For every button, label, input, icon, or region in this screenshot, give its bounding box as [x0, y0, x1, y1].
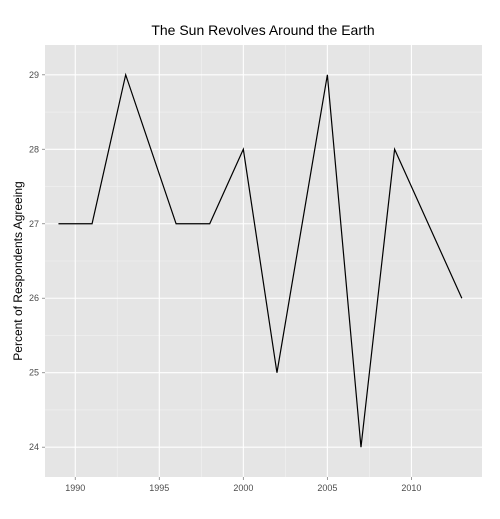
y-tick-label-29: 29 [29, 70, 39, 80]
minor-gridlines [45, 45, 482, 477]
major-gridlines [45, 45, 482, 477]
chart-title: The Sun Revolves Around the Earth [151, 22, 374, 38]
axis-tick-labels: 24 25 26 27 28 29 1990 1995 2000 2005 2010 [29, 70, 421, 493]
y-tick-label-24: 24 [29, 442, 39, 452]
x-tick-label-2010: 2010 [401, 483, 421, 493]
y-tick-label-25: 25 [29, 368, 39, 378]
y-axis-label: Percent of Respondents Agreeing [11, 181, 25, 360]
series-layer [58, 72, 463, 448]
axis-ticks [42, 74, 412, 480]
x-tick-label-1990: 1990 [65, 483, 85, 493]
x-tick-label-1995: 1995 [149, 483, 169, 493]
y-tick-label-26: 26 [29, 293, 39, 303]
x-tick-label-2005: 2005 [317, 483, 337, 493]
y-tick-label-28: 28 [29, 144, 39, 154]
y-tick-label-27: 27 [29, 219, 39, 229]
x-tick-label-2000: 2000 [233, 483, 253, 493]
